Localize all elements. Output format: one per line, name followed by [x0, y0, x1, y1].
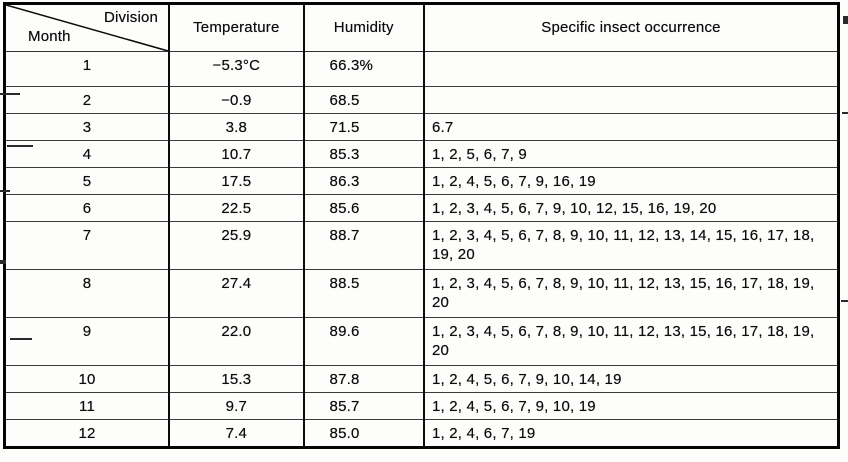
insect-occurrence-cell — [422, 86, 839, 114]
table-row: 1 −5.3°C 66.3% — [4, 51, 839, 87]
temperature-cell: 10.7 — [168, 140, 304, 168]
month-cell: 4 — [4, 140, 170, 168]
scan-artifact-dash — [841, 300, 848, 302]
table-header: Division Month Temperature Humidity Spec… — [4, 3, 839, 52]
temperature-cell: 7.4 — [168, 419, 304, 448]
temperature-cell: 27.4 — [168, 269, 304, 318]
month-cell: 1 — [4, 51, 170, 87]
scan-artifact-dash — [7, 145, 33, 147]
corner-month-label: Month — [28, 28, 71, 45]
month-cell: 5 — [4, 167, 170, 195]
table-row: 5 17.5 86.3 1, 2, 4, 5, 6, 7, 9, 16, 19 — [4, 167, 839, 195]
insect-occurrence-cell — [422, 51, 839, 87]
month-cell: 7 — [4, 221, 170, 270]
scan-artifact-dash — [843, 16, 848, 24]
table-row: 7 25.9 88.7 1, 2, 3, 4, 5, 6, 7, 8, 9, 1… — [4, 221, 839, 270]
insect-occurrence-cell: 1, 2, 4, 5, 6, 7, 9, 10, 19 — [422, 392, 839, 420]
humidity-cell: 66.3% — [302, 51, 424, 87]
insect-occurrence-cell: 1, 2, 3, 4, 5, 6, 7, 8, 9, 10, 11, 12, 1… — [422, 269, 839, 318]
humidity-cell: 85.3 — [302, 140, 424, 168]
month-cell: 6 — [4, 194, 170, 222]
scan-artifact-dash — [0, 190, 10, 192]
scan-artifact-dash — [0, 260, 6, 264]
month-cell: 12 — [4, 419, 170, 448]
column-header-insect-occurrence: Specific insect occurrence — [422, 3, 839, 52]
table-row: 12 7.4 85.0 1, 2, 4, 6, 7, 19 — [4, 419, 839, 448]
humidity-cell: 88.5 — [302, 269, 424, 318]
insect-occurrence-cell: 6.7 — [422, 113, 839, 141]
column-header-temperature: Temperature — [168, 3, 304, 52]
table-body: 1 −5.3°C 66.3% 2 −0.9 68.5 3 3.8 71.5 6.… — [4, 51, 839, 448]
insect-occurrence-cell: 1, 2, 3, 4, 5, 6, 7, 9, 10, 12, 15, 16, … — [422, 194, 839, 222]
month-cell: 9 — [4, 317, 170, 366]
temperature-cell: 25.9 — [168, 221, 304, 270]
table-row: 3 3.8 71.5 6.7 — [4, 113, 839, 141]
column-header-humidity: Humidity — [302, 3, 424, 52]
header-row: Division Month Temperature Humidity Spec… — [4, 3, 839, 52]
insect-occurrence-cell: 1, 2, 4, 5, 6, 7, 9, 16, 19 — [422, 167, 839, 195]
corner-header-cell: Division Month — [4, 3, 170, 52]
insect-occurrence-cell: 1, 2, 3, 4, 5, 6, 7, 8, 9, 10, 11, 12, 1… — [422, 221, 839, 270]
temperature-cell: 17.5 — [168, 167, 304, 195]
table-row: 6 22.5 85.6 1, 2, 3, 4, 5, 6, 7, 9, 10, … — [4, 194, 839, 222]
insect-occurrence-cell: 1, 2, 3, 4, 5, 6, 7, 8, 9, 10, 11, 12, 1… — [422, 317, 839, 366]
temperature-cell: 22.0 — [168, 317, 304, 366]
humidity-cell: 85.0 — [302, 419, 424, 448]
temperature-cell: −0.9 — [168, 86, 304, 114]
month-cell: 10 — [4, 365, 170, 393]
temperature-cell: 3.8 — [168, 113, 304, 141]
month-cell: 11 — [4, 392, 170, 420]
table-row: 10 15.3 87.8 1, 2, 4, 5, 6, 7, 9, 10, 14… — [4, 365, 839, 393]
temperature-cell: 22.5 — [168, 194, 304, 222]
table-row: 2 −0.9 68.5 — [4, 86, 839, 114]
month-cell: 2 — [4, 86, 170, 114]
month-cell: 8 — [4, 269, 170, 318]
scan-artifact-dash — [842, 112, 848, 114]
table-row: 4 10.7 85.3 1, 2, 5, 6, 7, 9 — [4, 140, 839, 168]
insect-occurrence-table: Division Month Temperature Humidity Spec… — [3, 2, 840, 449]
insect-occurrence-cell: 1, 2, 5, 6, 7, 9 — [422, 140, 839, 168]
insect-occurrence-cell: 1, 2, 4, 6, 7, 19 — [422, 419, 839, 448]
temperature-cell: 15.3 — [168, 365, 304, 393]
humidity-cell: 89.6 — [302, 317, 424, 366]
humidity-cell: 85.7 — [302, 392, 424, 420]
humidity-cell: 71.5 — [302, 113, 424, 141]
humidity-cell: 88.7 — [302, 221, 424, 270]
scan-artifact-dash — [10, 338, 32, 340]
table-row: 11 9.7 85.7 1, 2, 4, 5, 6, 7, 9, 10, 19 — [4, 392, 839, 420]
scan-artifact-dash — [0, 93, 20, 95]
insect-occurrence-cell: 1, 2, 4, 5, 6, 7, 9, 10, 14, 19 — [422, 365, 839, 393]
table-row: 8 27.4 88.5 1, 2, 3, 4, 5, 6, 7, 8, 9, 1… — [4, 269, 839, 318]
humidity-cell: 68.5 — [302, 86, 424, 114]
humidity-cell: 86.3 — [302, 167, 424, 195]
humidity-cell: 85.6 — [302, 194, 424, 222]
humidity-cell: 87.8 — [302, 365, 424, 393]
table-row: 9 22.0 89.6 1, 2, 3, 4, 5, 6, 7, 8, 9, 1… — [4, 317, 839, 366]
corner-division-label: Division — [103, 9, 159, 26]
temperature-cell: 9.7 — [168, 392, 304, 420]
diagonal-divider — [6, 5, 169, 51]
temperature-cell: −5.3°C — [168, 51, 304, 87]
month-cell: 3 — [4, 113, 170, 141]
